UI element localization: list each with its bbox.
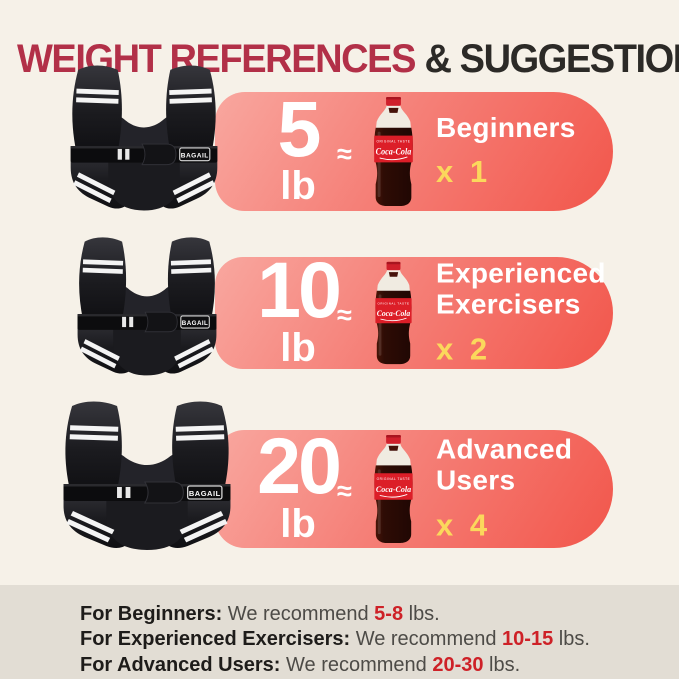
recommendation-line: For Experienced Exercisers: We recommend… (80, 627, 590, 652)
tier-label: Advanced (436, 433, 573, 465)
recommendation-suffix: lbs. (553, 628, 590, 651)
weight-vest-image-20lb (62, 400, 232, 551)
weight-vest-image-10lb (77, 236, 217, 376)
tier-text: Advanced Users x 4 (436, 433, 573, 544)
weight-vest-image-5lb (70, 64, 218, 212)
recommendations: For Beginners: We recommend 5-8 lbs. For… (80, 602, 590, 678)
weight-value: 5 (277, 83, 322, 173)
recommended-range: 10-15 (502, 628, 554, 651)
tier-label: Experienced (436, 257, 606, 289)
weight-unit: lb (280, 164, 316, 209)
recommendation-suffix: lbs. (403, 603, 440, 625)
footer-band (0, 585, 679, 679)
recommendation-text: We recommend (222, 603, 375, 625)
approx-symbol: ≈ (337, 300, 352, 331)
weight-block: 10 lb (241, 245, 355, 370)
approx-symbol: ≈ (337, 476, 352, 507)
weight-block: 20 lb (241, 421, 355, 546)
coke-bottle-icon (374, 261, 413, 365)
recommendation-suffix: lbs. (483, 653, 521, 676)
tier-card-beginners: 5 lb ≈ Beginners x 1 (215, 83, 613, 211)
tier-text: Experienced Exercisers x 2 (436, 257, 606, 368)
coke-bottle-icon (373, 96, 414, 207)
audience-label: For Beginners: (80, 603, 223, 625)
weight-block: 5 lb (241, 83, 355, 209)
weight-value: 10 (257, 245, 342, 335)
tier-label-line2: Users (436, 464, 516, 496)
tier-card-experienced: 10 lb ≈ Experienced Exercisers x 2 (215, 245, 613, 370)
recommended-range: 20-30 (432, 653, 484, 676)
weight-value: 20 (257, 421, 342, 511)
coke-bottle-icon (373, 434, 414, 544)
bottle-count: x 4 (436, 507, 492, 543)
recommendation-text: We recommend (280, 653, 433, 676)
weight-unit: lb (280, 501, 316, 546)
tier-card-advanced: 20 lb ≈ Advanced Users x 4 (215, 421, 613, 548)
recommended-range: 5-8 (374, 603, 404, 625)
bottle-count: x 2 (436, 331, 492, 367)
recommendation-line: For Beginners: We recommend 5-8 lbs. (80, 602, 590, 627)
tier-text: Beginners x 1 (436, 111, 576, 191)
approx-symbol: ≈ (337, 138, 352, 169)
weight-unit: lb (280, 325, 316, 370)
audience-label: For Experienced Exercisers: (80, 628, 351, 651)
recommendation-line: For Advanced Users: We recommend 20-30 l… (80, 653, 590, 678)
recommendation-text: We recommend (350, 628, 503, 651)
tier-label-line2: Exercisers (436, 288, 581, 320)
title-rest: & SUGGESTIONS (424, 36, 679, 81)
audience-label: For Advanced Users: (80, 653, 281, 676)
tier-label: Beginners (436, 111, 576, 143)
bottle-count: x 1 (436, 154, 492, 190)
